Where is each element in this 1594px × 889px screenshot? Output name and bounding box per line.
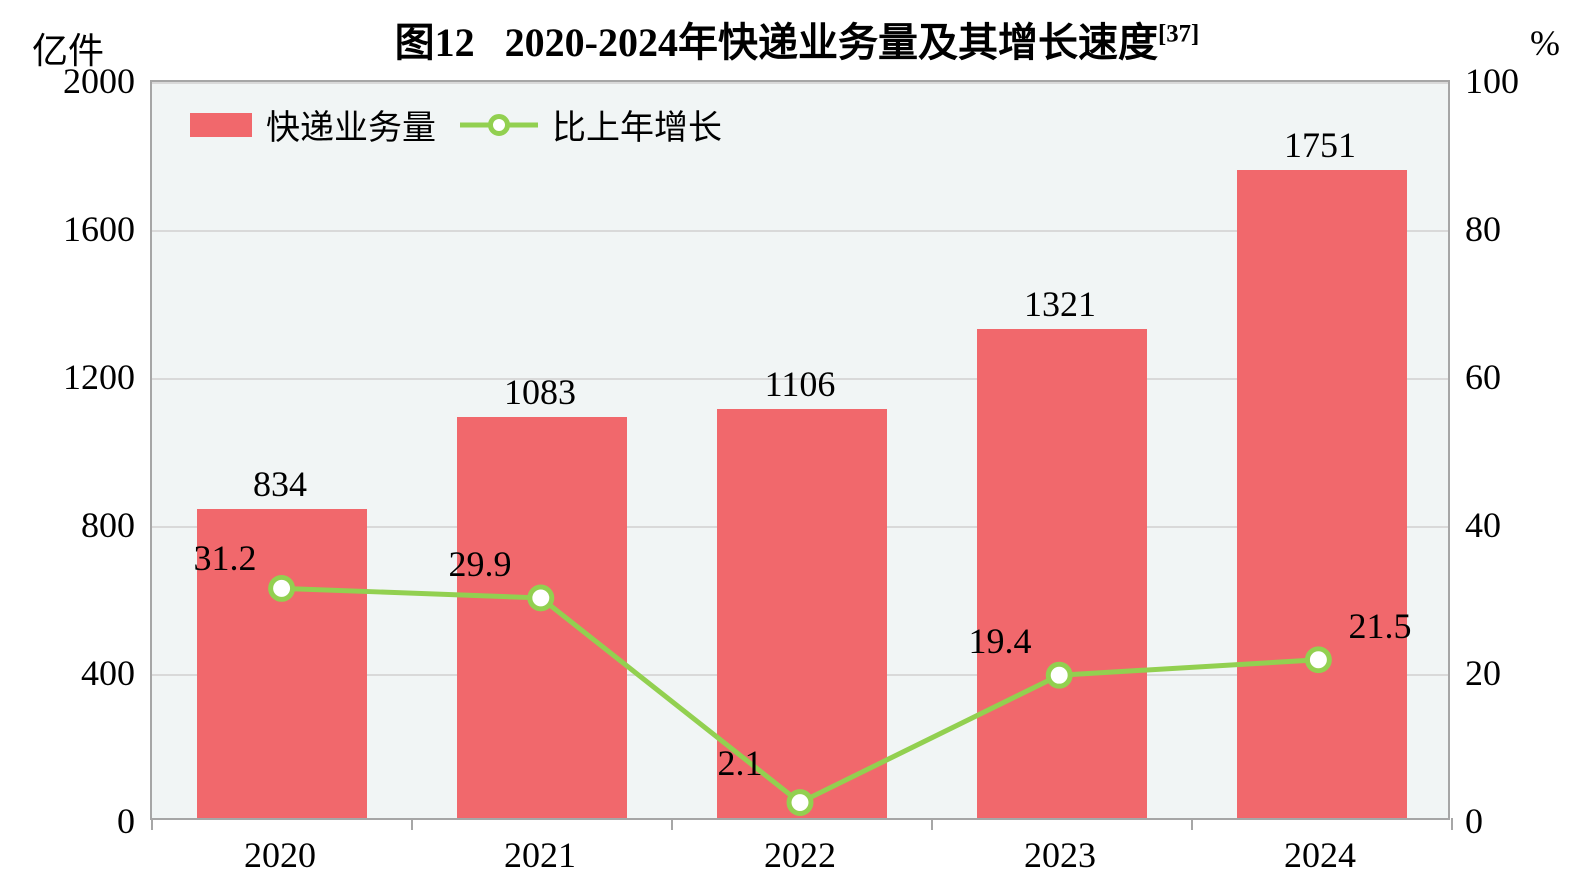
y-right-tick-label: 80 xyxy=(1465,208,1501,250)
legend-label-bar: 快递业务量 xyxy=(266,100,436,149)
y-right-tick-label: 100 xyxy=(1465,60,1519,102)
line-marker xyxy=(1307,649,1329,671)
x-tick-label: 2020 xyxy=(244,834,316,876)
line-value-label: 2.1 xyxy=(718,742,763,784)
line-marker xyxy=(1048,664,1070,686)
x-tick xyxy=(411,818,413,830)
bar-value-label: 1106 xyxy=(765,363,836,405)
x-tick xyxy=(151,818,153,830)
y-right-tick-label: 20 xyxy=(1465,652,1501,694)
y-left-tick-label: 400 xyxy=(40,652,135,694)
growth-line xyxy=(282,588,1319,802)
bar-value-label: 834 xyxy=(253,463,307,505)
legend-item-line: 比上年增长 xyxy=(460,100,722,149)
x-tick xyxy=(671,818,673,830)
y-left-tick-label: 0 xyxy=(40,800,135,842)
x-tick-label: 2022 xyxy=(764,834,836,876)
title-main: 2020-2024年快递业务量及其增长速度 xyxy=(505,20,1158,65)
legend: 快递业务量 比上年增长 xyxy=(190,100,722,149)
x-tick xyxy=(1191,818,1193,830)
line-value-label: 31.2 xyxy=(194,537,257,579)
line-value-label: 21.5 xyxy=(1349,605,1412,647)
y-right-tick-label: 40 xyxy=(1465,504,1501,546)
y-left-tick-label: 800 xyxy=(40,504,135,546)
title-super: [37] xyxy=(1158,21,1199,48)
line-marker xyxy=(530,587,552,609)
legend-swatch-bar xyxy=(190,113,252,137)
bar-value-label: 1751 xyxy=(1284,124,1356,166)
line-svg xyxy=(152,82,1448,818)
line-marker xyxy=(789,792,811,814)
x-tick xyxy=(1451,818,1453,830)
legend-line-icon xyxy=(460,113,538,137)
y-left-tick-label: 2000 xyxy=(40,60,135,102)
legend-label-line: 比上年增长 xyxy=(552,100,722,149)
y-right-tick-label: 0 xyxy=(1465,800,1483,842)
bar-value-label: 1321 xyxy=(1024,283,1096,325)
legend-item-bar: 快递业务量 xyxy=(190,100,436,149)
y-right-tick-label: 60 xyxy=(1465,356,1501,398)
line-marker xyxy=(271,577,293,599)
plot-area xyxy=(150,80,1450,820)
y-left-tick-label: 1600 xyxy=(40,208,135,250)
y-right-unit: % xyxy=(1530,22,1560,64)
bar-value-label: 1083 xyxy=(504,371,576,413)
line-value-label: 19.4 xyxy=(969,620,1032,662)
title-prefix: 图12 xyxy=(395,20,475,65)
x-tick-label: 2024 xyxy=(1284,834,1356,876)
chart-title: 图12 2020-2024年快递业务量及其增长速度[37] xyxy=(0,10,1594,68)
x-tick-label: 2023 xyxy=(1024,834,1096,876)
y-left-tick-label: 1200 xyxy=(40,356,135,398)
x-tick-label: 2021 xyxy=(504,834,576,876)
line-value-label: 29.9 xyxy=(449,543,512,585)
x-tick xyxy=(931,818,933,830)
